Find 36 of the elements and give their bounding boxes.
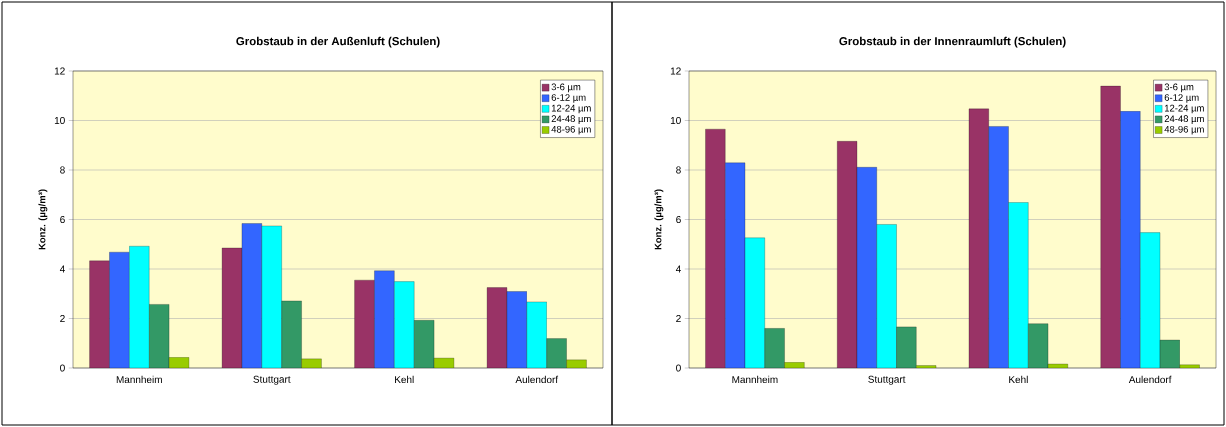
x-tick-label: Kehl bbox=[1009, 375, 1028, 384]
y-axis-title: Konz. (µg/m³) bbox=[38, 189, 48, 250]
legend-label: 3-6 µm bbox=[551, 83, 581, 93]
legend-label: 48-96 µm bbox=[1164, 125, 1204, 135]
y-tick-label: 6 bbox=[60, 215, 65, 224]
y-tick-label: 8 bbox=[676, 166, 681, 174]
legend-label: 48-96 µm bbox=[551, 125, 591, 135]
y-tick-label: 12 bbox=[670, 67, 681, 75]
y-tick-label: 0 bbox=[676, 364, 681, 372]
x-tick-label: Stuttgart bbox=[253, 375, 291, 385]
legend-label: 24-48 µm bbox=[551, 115, 591, 124]
x-tick-label: Stuttgart bbox=[868, 375, 906, 385]
y-tick-label: 0 bbox=[60, 364, 65, 372]
legend-label: 12-24 µm bbox=[1164, 104, 1204, 114]
chart-title: Grobstaub in der Außenluft (Schulen) bbox=[236, 36, 440, 48]
chart-title: Grobstaub in der Innenraumluft (Schulen) bbox=[839, 36, 1066, 48]
x-tick-label: Aulendorf bbox=[515, 375, 559, 384]
x-tick-label: Kehl bbox=[395, 375, 414, 384]
legend-label: 3-6 µm bbox=[1164, 83, 1194, 93]
y-axis-title: Konz. (µg/m³) bbox=[654, 189, 664, 250]
y-tick-label: 2 bbox=[676, 315, 681, 322]
x-tick-label: Mannheim bbox=[732, 375, 778, 384]
x-tick-label: Aulendorf bbox=[1128, 375, 1172, 384]
y-tick-label: 12 bbox=[54, 67, 65, 75]
y-tick-label: 6 bbox=[676, 215, 681, 224]
y-tick-label: 10 bbox=[670, 116, 681, 125]
x-tick-label: Mannheim bbox=[116, 375, 162, 384]
y-tick-label: 2 bbox=[60, 315, 65, 322]
legend-label: 6-12 µm bbox=[551, 94, 586, 103]
y-tick-label: 8 bbox=[60, 166, 65, 174]
y-tick-label: 4 bbox=[59, 265, 65, 273]
legend-label: 24-48 µm bbox=[1164, 115, 1204, 124]
legend-label: 6-12 µm bbox=[1164, 94, 1199, 103]
y-tick-label: 10 bbox=[54, 116, 65, 125]
legend-label: 12-24 µm bbox=[551, 104, 591, 114]
y-tick-label: 4 bbox=[675, 265, 681, 273]
